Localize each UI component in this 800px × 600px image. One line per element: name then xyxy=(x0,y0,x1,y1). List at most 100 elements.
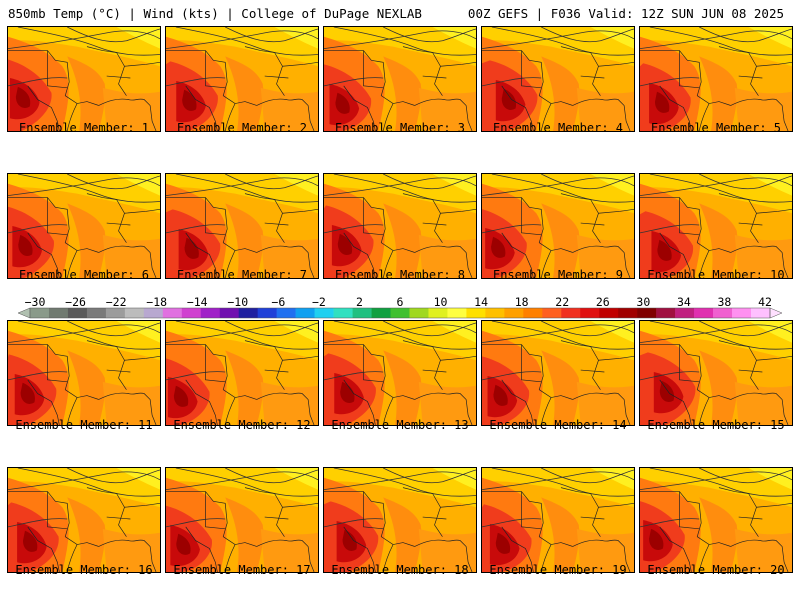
colorbar-swatch xyxy=(466,308,486,318)
ensemble-member-label: Ensemble Member: 18 xyxy=(331,563,469,577)
colorbar-tick-label: 14 xyxy=(474,295,488,309)
ensemble-map-8 xyxy=(323,173,477,279)
chart-title: 850mb Temp (°C) | Wind (kts) | College o… xyxy=(8,6,422,21)
colorbar-swatch xyxy=(219,308,240,318)
colorbar-swatch xyxy=(30,308,50,318)
colorbar-swatch xyxy=(523,308,543,318)
colorbar-max-arrow xyxy=(769,307,783,319)
ensemble-member-label: Ensemble Member: 2 xyxy=(176,121,308,135)
colorbar-swatch xyxy=(447,308,467,318)
colorbar-tick-label: −10 xyxy=(227,295,248,309)
colorbar-swatch xyxy=(314,308,334,318)
colorbar-swatch xyxy=(599,308,619,318)
colorbar-tick-label: −2 xyxy=(312,295,326,309)
ensemble-map-17 xyxy=(165,467,319,573)
colorbar-tick-label: 10 xyxy=(434,295,448,309)
ensemble-member-label: Ensemble Member: 16 xyxy=(15,563,153,577)
colorbar-swatch xyxy=(86,308,107,318)
colorbar-swatch xyxy=(333,308,353,318)
ensemble-map-13 xyxy=(323,320,477,426)
ensemble-map-5 xyxy=(639,26,793,132)
ensemble-map-18 xyxy=(323,467,477,573)
colorbar-tick-label: 34 xyxy=(677,295,691,309)
ensemble-member-label: Ensemble Member: 1 xyxy=(18,121,150,135)
colorbar-swatch xyxy=(238,308,258,318)
colorbar-swatch xyxy=(694,308,714,318)
colorbar-swatch xyxy=(105,308,126,318)
colorbar-tick-label: −18 xyxy=(146,295,167,309)
colorbar-swatch xyxy=(485,308,505,318)
colorbar-tick-label: −22 xyxy=(106,295,127,309)
ensemble-map-11 xyxy=(7,320,161,426)
run-valid-time: 00Z GEFS | F036 Valid: 12Z SUN JUN 08 20… xyxy=(467,6,784,21)
ensemble-member-label: Ensemble Member: 7 xyxy=(176,268,308,282)
ensemble-map-9 xyxy=(481,173,635,279)
colorbar-swatch xyxy=(732,308,752,318)
colorbar-tick-label: 30 xyxy=(636,295,650,309)
ensemble-member-label: Ensemble Member: 5 xyxy=(650,121,782,135)
ensemble-member-label: Ensemble Member: 9 xyxy=(492,268,624,282)
ensemble-map-3 xyxy=(323,26,477,132)
colorbar-swatch xyxy=(561,308,581,318)
colorbar-swatch xyxy=(257,308,277,318)
colorbar-swatch xyxy=(542,308,562,318)
colorbar-swatch xyxy=(143,308,164,318)
colorbar-tick-label: 42 xyxy=(758,295,772,309)
ensemble-member-label: Ensemble Member: 14 xyxy=(489,418,627,432)
ensemble-member-label: Ensemble Member: 17 xyxy=(173,563,311,577)
ensemble-map-7 xyxy=(165,173,319,279)
colorbar-swatch xyxy=(675,308,695,318)
ensemble-map-4 xyxy=(481,26,635,132)
colorbar-swatch xyxy=(428,308,448,318)
colorbar-swatch xyxy=(67,308,88,318)
ensemble-member-label: Ensemble Member: 3 xyxy=(334,121,466,135)
ensemble-member-label: Ensemble Member: 19 xyxy=(489,563,627,577)
ensemble-map-12 xyxy=(165,320,319,426)
colorbar-tick-label: −26 xyxy=(65,295,86,309)
colorbar-swatch xyxy=(751,308,771,318)
ensemble-member-label: Ensemble Member: 12 xyxy=(173,418,311,432)
ensemble-member-label: Ensemble Member: 6 xyxy=(18,268,150,282)
colorbar-frame xyxy=(29,307,771,319)
colorbar-tick-label: −30 xyxy=(25,295,46,309)
colorbar-tick-label: 6 xyxy=(397,295,404,309)
colorbar-tick-label: 22 xyxy=(555,295,569,309)
colorbar-swatch xyxy=(181,308,202,318)
ensemble-map-1 xyxy=(7,26,161,132)
ensemble-member-label: Ensemble Member: 8 xyxy=(334,268,466,282)
ensemble-map-14 xyxy=(481,320,635,426)
ensemble-member-label: Ensemble Member: 13 xyxy=(331,418,469,432)
colorbar-swatch xyxy=(276,308,296,318)
ensemble-member-label: Ensemble Member: 15 xyxy=(647,418,785,432)
ensemble-map-2 xyxy=(165,26,319,132)
colorbar-tick-label: 18 xyxy=(515,295,529,309)
colorbar-swatch xyxy=(352,308,372,318)
colorbar-swatch xyxy=(200,308,221,318)
ensemble-member-label: Ensemble Member: 4 xyxy=(492,121,624,135)
colorbar-swatch xyxy=(295,308,315,318)
colorbar-swatch xyxy=(618,308,638,318)
colorbar-swatch xyxy=(371,308,391,318)
ensemble-map-20 xyxy=(639,467,793,573)
colorbar-tick-label: 26 xyxy=(596,295,610,309)
colorbar-tick-label: 2 xyxy=(356,295,363,309)
ensemble-map-16 xyxy=(7,467,161,573)
colorbar-min-arrow xyxy=(17,307,31,319)
colorbar-swatch xyxy=(713,308,733,318)
ensemble-member-label: Ensemble Member: 11 xyxy=(15,418,153,432)
colorbar-swatch xyxy=(124,308,145,318)
ensemble-map-6 xyxy=(7,173,161,279)
ensemble-map-15 xyxy=(639,320,793,426)
ensemble-map-19 xyxy=(481,467,635,573)
colorbar-tick-label: −14 xyxy=(187,295,208,309)
colorbar-tick-label: 38 xyxy=(718,295,732,309)
colorbar-swatch xyxy=(390,308,410,318)
colorbar-swatch xyxy=(580,308,600,318)
colorbar-swatch xyxy=(504,308,524,318)
ensemble-map-10 xyxy=(639,173,793,279)
colorbar-swatch xyxy=(162,308,183,318)
colorbar-swatch xyxy=(656,308,676,318)
colorbar-swatch xyxy=(409,308,429,318)
colorbar-swatch xyxy=(48,308,69,318)
colorbar-tick-label: −6 xyxy=(271,295,285,309)
